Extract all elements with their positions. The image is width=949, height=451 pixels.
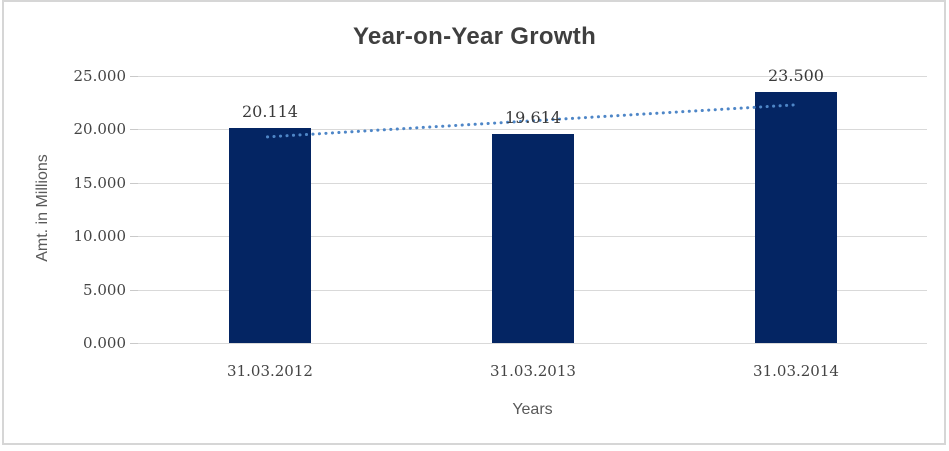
y-axis-tick [130, 129, 138, 130]
y-axis-tick [130, 343, 138, 344]
y-tick-label: 25.000 [73, 67, 127, 85]
y-axis-tick [130, 290, 138, 291]
x-category-label: 31.03.2014 [753, 362, 839, 380]
x-axis-title: Years [512, 401, 553, 418]
y-tick-label: 15.000 [73, 174, 127, 192]
y-axis-tick [130, 236, 138, 237]
x-category-label: 31.03.2012 [227, 362, 313, 380]
y-axis-tick [130, 183, 138, 184]
y-tick-label: 20.000 [73, 120, 127, 138]
y-tick-label: 10.000 [73, 227, 127, 245]
y-tick-label: 0.000 [83, 334, 126, 352]
bar-31.03.2013 [492, 134, 574, 343]
y-axis-tick [130, 76, 138, 77]
bar-value-label: 23.500 [768, 66, 824, 85]
y-gridline [138, 343, 927, 344]
x-category-label: 31.03.2013 [490, 362, 576, 380]
y-tick-label: 5.000 [83, 281, 126, 299]
bar-value-label: 19.614 [505, 108, 561, 127]
chart-title: Year-on-Year Growth [352, 23, 597, 50]
bar-31.03.2014 [755, 92, 837, 343]
bar-31.03.2012 [229, 128, 311, 343]
bar-value-label: 20.114 [242, 102, 298, 121]
y-axis-title: Amt. in Millions [34, 154, 51, 262]
